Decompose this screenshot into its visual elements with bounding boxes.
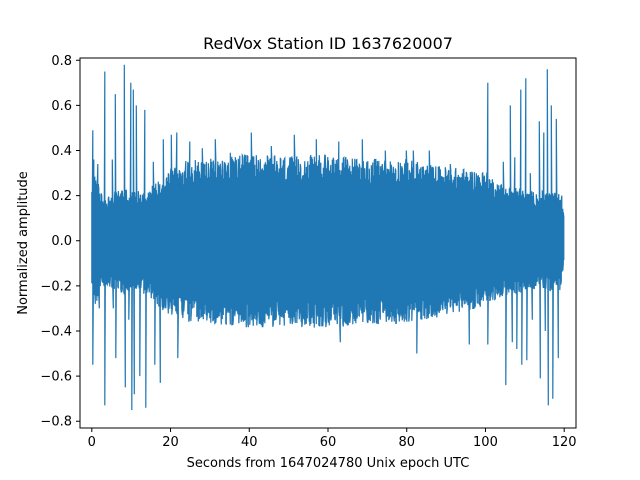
y-tick-label: −0.6 xyxy=(40,370,72,385)
y-tick-label: −0.4 xyxy=(40,324,72,339)
y-tick-label: −0.8 xyxy=(40,415,72,430)
y-tick-label: 0.8 xyxy=(51,54,72,69)
x-tick-label: 80 xyxy=(398,435,415,450)
chart-title: RedVox Station ID 1637620007 xyxy=(203,34,453,53)
x-axis: 0 20 40 60 80 100 120 xyxy=(88,428,577,450)
x-tick-label: 20 xyxy=(162,435,179,450)
y-tick-label: 0.4 xyxy=(51,144,72,159)
y-tick-label: 0.0 xyxy=(51,234,72,249)
x-tick-label: 40 xyxy=(241,435,258,450)
y-tick-label: 0.6 xyxy=(51,99,72,114)
x-tick-label: 0 xyxy=(88,435,96,450)
x-tick-label: 100 xyxy=(473,435,498,450)
y-tick-label: −0.2 xyxy=(40,279,72,294)
y-axis-label: Normalized amplitude xyxy=(16,171,31,315)
y-tick-label: 0.2 xyxy=(51,189,72,204)
x-axis-label: Seconds from 1647024780 Unix epoch UTC xyxy=(187,456,470,471)
waveform-line xyxy=(91,64,565,411)
x-tick-label: 120 xyxy=(552,435,577,450)
x-tick-label: 60 xyxy=(320,435,337,450)
y-axis: −0.8 −0.6 −0.4 −0.2 0.0 0.2 0.4 0.6 0.8 xyxy=(40,54,80,430)
series-layer xyxy=(91,64,565,411)
